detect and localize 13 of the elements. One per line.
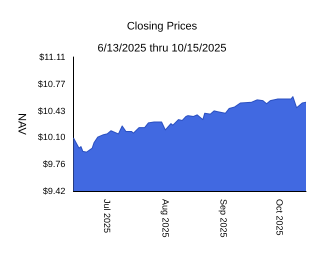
x-tick-label: Oct 2025: [274, 199, 285, 236]
x-tick-label: Sep 2025: [218, 199, 228, 238]
y-tick-label: $10.43: [38, 106, 66, 116]
y-tick-label: $10.10: [38, 132, 66, 142]
chart-subtitle: 6/13/2025 thru 10/15/2025: [97, 42, 227, 54]
x-tick-label: Aug 2025: [160, 199, 170, 238]
y-tick-label: $11.11: [39, 52, 66, 62]
y-tick-label: $10.77: [38, 78, 66, 89]
y-axis-title: NAV: [16, 113, 28, 136]
y-tick-label: $9.76: [42, 159, 66, 170]
y-tick-label: $9.42: [42, 186, 66, 196]
chart-title: Closing Prices: [126, 20, 198, 32]
x-tick-label: Jul 2025: [102, 199, 112, 234]
